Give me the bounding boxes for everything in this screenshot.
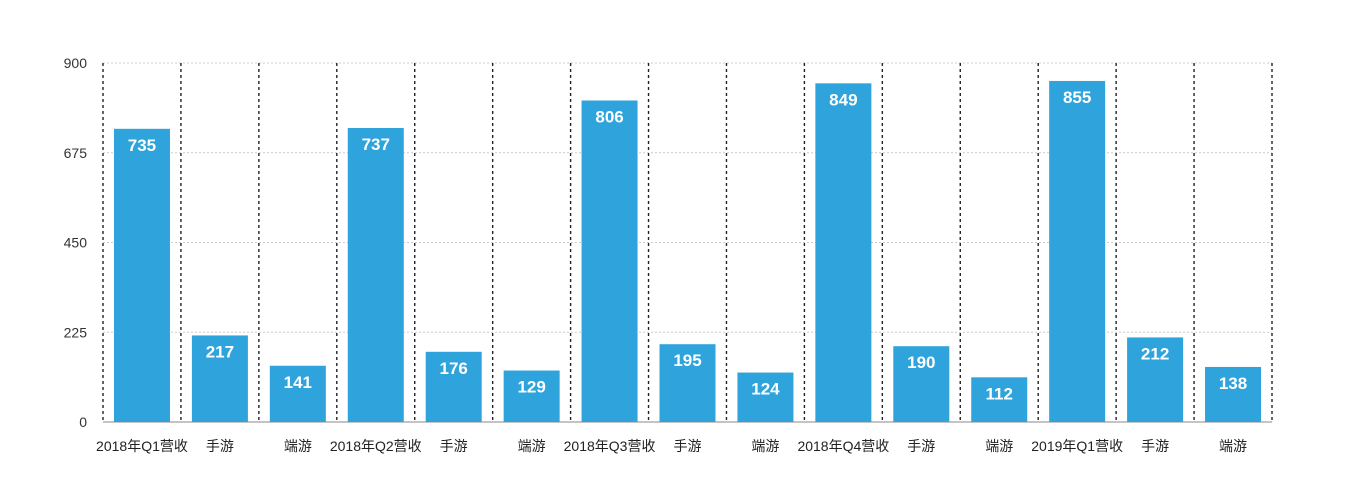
data-label: 212 — [1141, 344, 1169, 363]
x-tick-label: 2018年Q1营收 — [96, 438, 188, 454]
data-label: 217 — [206, 342, 234, 361]
y-tick-label: 225 — [64, 324, 88, 340]
bar — [581, 100, 638, 423]
x-tick-label: 手游 — [1141, 438, 1169, 454]
bar — [113, 128, 170, 423]
x-tick-label: 2018年Q4营收 — [797, 438, 889, 454]
x-tick-label: 2019年Q1营收 — [1031, 438, 1123, 454]
bar — [737, 372, 794, 422]
bar — [815, 83, 872, 423]
data-label: 849 — [829, 90, 857, 109]
data-label: 190 — [907, 353, 935, 372]
data-label: 806 — [595, 107, 623, 126]
data-label: 141 — [284, 373, 312, 392]
x-tick-label: 端游 — [1219, 438, 1247, 454]
x-tick-label: 手游 — [674, 438, 702, 454]
data-label: 176 — [440, 359, 468, 378]
bar — [425, 351, 482, 422]
x-tick-label: 2018年Q3营收 — [564, 438, 656, 454]
x-tick-label: 端游 — [284, 438, 312, 454]
data-label: 138 — [1219, 374, 1247, 393]
bars-group — [113, 80, 1262, 423]
data-label: 855 — [1063, 88, 1091, 107]
data-label: 124 — [751, 380, 780, 399]
bar — [191, 335, 248, 422]
data-label: 195 — [673, 351, 701, 370]
y-tick-label: 450 — [64, 235, 88, 251]
data-label: 112 — [986, 384, 1013, 403]
bar — [1205, 366, 1262, 422]
bar — [893, 346, 950, 422]
bar — [503, 370, 560, 422]
x-tick-label: 手游 — [206, 438, 234, 454]
bar — [347, 128, 404, 422]
y-tick-label: 675 — [64, 145, 88, 161]
x-axis: 2018年Q1营收 手游 端游 2018年Q2营收 手游 端游 2018年Q3营收 手游 端游 2… — [96, 438, 1247, 454]
bar — [971, 377, 1028, 422]
x-tick-label: 端游 — [985, 438, 1013, 454]
data-labels-group: 735 217 141 737 176 129 806 195 124 849 190 112 855 2… — [128, 88, 1247, 403]
data-label: 735 — [128, 136, 156, 155]
x-tick-label: 手游 — [440, 438, 468, 454]
x-tick-label: 端游 — [751, 438, 779, 454]
y-tick-label: 0 — [79, 414, 87, 430]
bar — [1049, 80, 1106, 422]
x-tick-label: 2018年Q2营收 — [330, 438, 422, 454]
y-tick-label: 900 — [64, 55, 88, 71]
x-tick-label: 手游 — [907, 438, 935, 454]
bar — [1127, 337, 1184, 422]
bar — [659, 344, 716, 422]
data-label: 737 — [362, 135, 390, 154]
bar — [269, 365, 326, 422]
y-axis: 0 225 450 675 900 — [64, 55, 88, 430]
data-label: 129 — [517, 378, 545, 397]
x-tick-label: 端游 — [518, 438, 546, 454]
